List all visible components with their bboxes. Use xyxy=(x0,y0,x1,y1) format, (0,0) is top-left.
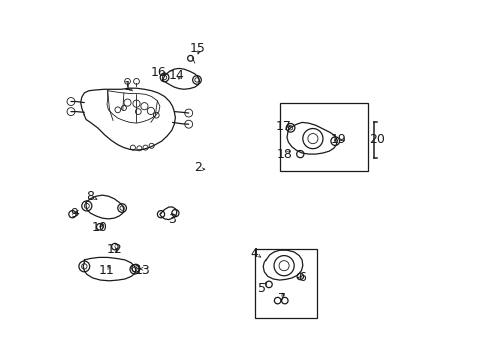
Text: 12: 12 xyxy=(107,243,122,256)
Text: 7: 7 xyxy=(277,292,285,305)
Bar xyxy=(255,249,317,318)
Text: 16: 16 xyxy=(151,66,166,78)
Text: 20: 20 xyxy=(368,133,384,146)
Text: 19: 19 xyxy=(330,133,346,146)
Text: 5: 5 xyxy=(257,282,265,295)
Text: 8: 8 xyxy=(86,190,94,203)
Text: 13: 13 xyxy=(135,264,150,276)
Text: 18: 18 xyxy=(276,148,292,161)
Text: 6: 6 xyxy=(298,271,305,284)
Text: 14: 14 xyxy=(168,69,183,82)
Text: 1: 1 xyxy=(123,80,131,93)
Text: 9: 9 xyxy=(70,207,79,220)
Text: 4: 4 xyxy=(250,247,258,260)
Text: 15: 15 xyxy=(189,42,205,55)
Text: 10: 10 xyxy=(91,221,107,234)
Text: 2: 2 xyxy=(193,161,201,174)
Text: 17: 17 xyxy=(275,120,291,132)
Text: 3: 3 xyxy=(168,213,176,226)
Text: 11: 11 xyxy=(99,264,115,277)
Bar xyxy=(279,103,367,171)
